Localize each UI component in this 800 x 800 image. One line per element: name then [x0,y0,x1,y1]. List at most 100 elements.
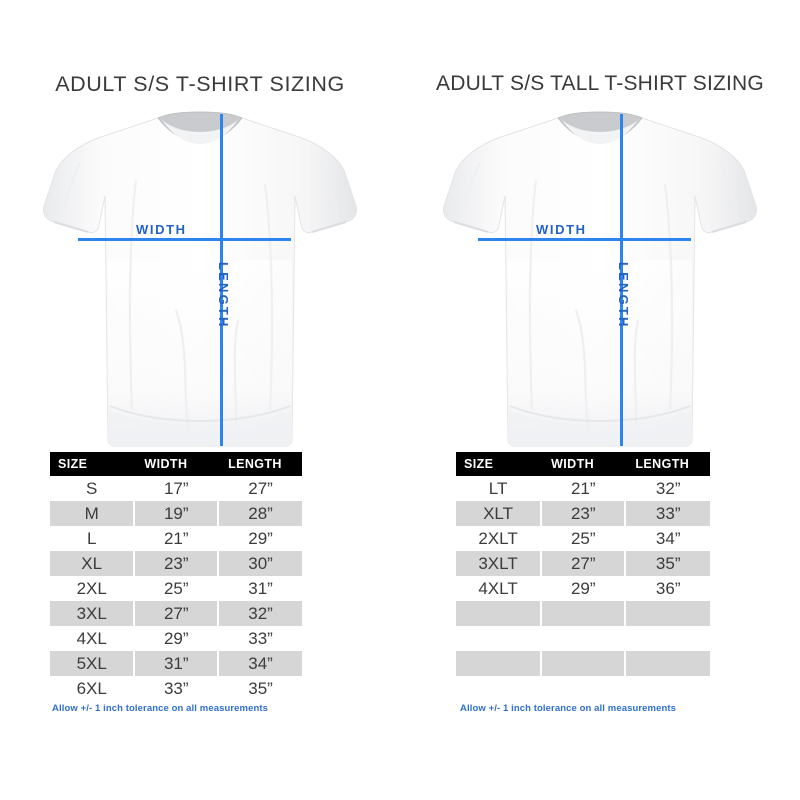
table-row-empty [456,601,710,626]
cell-size: XLT [456,501,543,526]
sizing-panel-adult-ss: ADULT S/S T-SHIRT SIZING [40,72,360,714]
length-measurement-line [220,114,223,446]
tshirt-diagram-adult-ss-tall: WIDTH LENGTH [440,110,760,450]
table-row: 4XLT 29” 36” [456,576,710,601]
cell-size [456,651,543,676]
cell-size [456,626,543,651]
cell-width: 17” [134,476,220,501]
cell-length: 33” [218,626,302,651]
page-title-adult-ss-tall: ADULT S/S TALL T-SHIRT SIZING [436,72,764,95]
width-label: WIDTH [136,222,187,237]
cell-width: 19” [134,501,220,526]
cell-width: 29” [134,626,220,651]
cell-size: 2XLT [456,526,543,551]
table-row: 6XL 33” 35” [50,676,302,701]
table-row: 3XLT 27” 35” [456,551,710,576]
cell-length: 28” [218,501,302,526]
page-title-adult-ss: ADULT S/S T-SHIRT SIZING [55,72,345,96]
table-row: S 17” 27” [50,476,302,501]
cell-length: 35” [218,676,302,701]
column-header-length: LENGTH [218,452,302,476]
width-label: WIDTH [536,222,587,237]
cell-length: 31” [218,576,302,601]
cell-length: 27” [218,476,302,501]
cell-length: 34” [218,651,302,676]
table-row: 2XL 25” 31” [50,576,302,601]
cell-size: 4XLT [456,576,543,601]
tolerance-note: Allow +/- 1 inch tolerance on all measur… [460,703,677,714]
table-row: XLT 23” 33” [456,501,710,526]
table-row-empty [456,651,710,676]
cell-width: 27” [541,551,627,576]
cell-width: 27” [134,601,220,626]
cell-length: 32” [218,601,302,626]
table-row: 4XL 29” 33” [50,626,302,651]
cell-width [541,626,627,651]
tshirt-icon [43,111,357,447]
table-row: 3XL 27” 32” [50,601,302,626]
cell-width: 25” [541,526,627,551]
cell-size [456,601,543,626]
table-row: L 21” 29” [50,526,302,551]
cell-length [625,676,710,701]
cell-width: 21” [541,476,627,501]
cell-width: 23” [541,501,627,526]
cell-size: 2XL [50,576,136,601]
table-row: 5XL 31” 34” [50,651,302,676]
tshirt-icon [443,111,757,447]
cell-length: 33” [625,501,710,526]
table-row-empty [456,676,710,701]
cell-width [541,601,627,626]
cell-size: 5XL [50,651,136,676]
table-row: XL 23” 30” [50,551,302,576]
length-label: LENGTH [216,262,231,329]
column-header-width: WIDTH [541,452,626,476]
cell-width: 25” [134,576,220,601]
tshirt-diagram-adult-ss: WIDTH LENGTH [40,110,360,450]
cell-size: L [50,526,136,551]
cell-width: 23” [134,551,220,576]
cell-length [625,626,710,651]
cell-size: S [50,476,136,501]
length-measurement-line [620,114,623,446]
column-header-size: SIZE [50,452,135,476]
cell-width [541,651,627,676]
cell-width: 21” [134,526,220,551]
cell-length: 36” [625,576,710,601]
column-header-size: SIZE [456,452,542,476]
cell-size: 4XL [50,626,136,651]
length-label: LENGTH [616,262,631,329]
cell-length: 32” [625,476,710,501]
cell-size: 6XL [50,676,136,701]
cell-width: 33” [134,676,220,701]
table-header-row: SIZE WIDTH LENGTH [456,452,710,476]
table-row: LT 21” 32” [456,476,710,501]
cell-size: LT [456,476,543,501]
sizing-panel-adult-ss-tall: ADULT S/S TALL T-SHIRT SIZING [400,0,800,800]
cell-length [625,651,710,676]
width-measurement-line [78,238,291,241]
cell-length [625,601,710,626]
size-chart-table-adult-ss: SIZE WIDTH LENGTH S 17” 27” M 19” 28” L … [50,452,302,701]
table-row: M 19” 28” [50,501,302,526]
cell-size: 3XLT [456,551,543,576]
size-chart-table-adult-ss-tall: SIZE WIDTH LENGTH LT 21” 32” XLT 23” 33”… [456,452,710,701]
column-header-length: LENGTH [625,452,710,476]
cell-width: 29” [541,576,627,601]
tolerance-note: Allow +/- 1 inch tolerance on all measur… [52,703,269,714]
table-row-empty [456,626,710,651]
cell-width [541,676,627,701]
cell-length: 30” [218,551,302,576]
table-row: 2XLT 25” 34” [456,526,710,551]
cell-size: 3XL [50,601,136,626]
cell-length: 34” [625,526,710,551]
cell-size: XL [50,551,136,576]
column-header-width: WIDTH [134,452,219,476]
cell-length: 29” [218,526,302,551]
width-measurement-line [478,238,691,241]
cell-size: M [50,501,136,526]
cell-length: 35” [625,551,710,576]
cell-size [456,676,543,701]
table-header-row: SIZE WIDTH LENGTH [50,452,302,476]
cell-width: 31” [134,651,220,676]
